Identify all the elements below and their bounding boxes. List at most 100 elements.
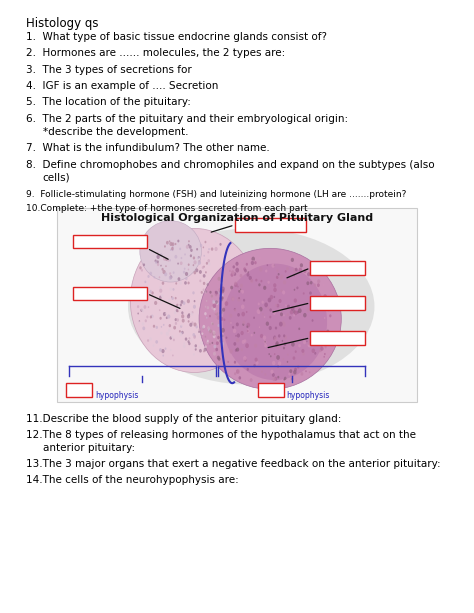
Circle shape <box>198 261 201 265</box>
Circle shape <box>220 310 223 314</box>
Circle shape <box>213 352 216 356</box>
Circle shape <box>233 265 235 268</box>
Circle shape <box>291 306 294 311</box>
Circle shape <box>230 286 233 289</box>
Circle shape <box>236 348 239 352</box>
FancyBboxPatch shape <box>310 296 365 310</box>
Circle shape <box>328 335 331 339</box>
Circle shape <box>143 292 146 295</box>
Circle shape <box>163 354 164 357</box>
Circle shape <box>323 294 327 299</box>
Circle shape <box>242 323 245 326</box>
Circle shape <box>205 306 206 308</box>
Circle shape <box>223 319 226 321</box>
Circle shape <box>137 305 139 308</box>
Circle shape <box>241 305 245 309</box>
Circle shape <box>157 252 158 254</box>
Circle shape <box>275 304 277 307</box>
Circle shape <box>215 291 218 294</box>
Circle shape <box>291 342 295 346</box>
Circle shape <box>188 342 191 345</box>
Circle shape <box>269 308 272 311</box>
Circle shape <box>209 329 211 332</box>
Circle shape <box>251 261 254 265</box>
Text: 6.  The 2 parts of the pituitary and their embryological origin:: 6. The 2 parts of the pituitary and thei… <box>26 114 348 124</box>
Text: 2.  Hormones are ...... molecules, the 2 types are:: 2. Hormones are ...... molecules, the 2 … <box>26 48 285 58</box>
Circle shape <box>283 322 286 327</box>
Circle shape <box>273 337 275 340</box>
Circle shape <box>266 264 268 266</box>
Circle shape <box>176 303 179 307</box>
Circle shape <box>232 326 234 329</box>
Circle shape <box>193 305 196 309</box>
Circle shape <box>244 269 247 272</box>
Circle shape <box>180 325 182 328</box>
Circle shape <box>179 248 181 250</box>
Text: 3.  The 3 types of secretions for: 3. The 3 types of secretions for <box>26 65 192 75</box>
Circle shape <box>198 330 200 333</box>
Circle shape <box>308 343 310 347</box>
Circle shape <box>207 326 210 330</box>
Circle shape <box>151 315 154 318</box>
Circle shape <box>138 321 140 323</box>
Circle shape <box>199 349 202 352</box>
Circle shape <box>162 281 164 285</box>
Circle shape <box>273 377 276 381</box>
Circle shape <box>212 332 216 336</box>
Circle shape <box>243 267 246 271</box>
Circle shape <box>236 370 239 373</box>
Circle shape <box>213 308 216 311</box>
Circle shape <box>276 341 279 345</box>
Circle shape <box>254 332 255 334</box>
Circle shape <box>319 305 323 310</box>
Circle shape <box>203 274 206 278</box>
Circle shape <box>236 322 239 326</box>
Circle shape <box>303 269 306 273</box>
Text: 1.  What type of basic tissue endocrine glands consist of?: 1. What type of basic tissue endocrine g… <box>26 32 327 42</box>
Circle shape <box>234 372 237 375</box>
Circle shape <box>220 317 223 321</box>
Circle shape <box>159 289 162 293</box>
Circle shape <box>193 322 197 327</box>
Circle shape <box>148 258 151 262</box>
Circle shape <box>259 267 263 272</box>
Circle shape <box>142 322 145 326</box>
Circle shape <box>208 329 210 332</box>
Circle shape <box>200 341 203 345</box>
Circle shape <box>213 330 215 333</box>
Text: 5.  The location of the pituitary:: 5. The location of the pituitary: <box>26 97 191 107</box>
FancyBboxPatch shape <box>73 235 147 248</box>
Circle shape <box>267 306 269 309</box>
Circle shape <box>264 316 265 318</box>
Circle shape <box>203 255 205 257</box>
Circle shape <box>234 308 236 311</box>
Circle shape <box>183 345 186 348</box>
Circle shape <box>264 341 266 343</box>
Circle shape <box>211 248 213 251</box>
FancyBboxPatch shape <box>258 383 284 397</box>
Circle shape <box>263 286 266 290</box>
Circle shape <box>173 338 175 341</box>
Circle shape <box>161 326 162 328</box>
Circle shape <box>219 292 221 295</box>
Circle shape <box>217 302 219 305</box>
Circle shape <box>177 310 179 312</box>
Circle shape <box>269 316 272 318</box>
Circle shape <box>204 241 206 243</box>
Circle shape <box>188 313 190 316</box>
Circle shape <box>232 272 235 275</box>
Circle shape <box>173 272 174 274</box>
Circle shape <box>220 297 223 302</box>
Circle shape <box>240 289 241 291</box>
Circle shape <box>159 268 161 271</box>
Circle shape <box>221 296 223 299</box>
Circle shape <box>218 324 220 327</box>
Circle shape <box>229 314 232 318</box>
Circle shape <box>263 335 266 340</box>
Circle shape <box>259 326 260 328</box>
Circle shape <box>234 360 236 364</box>
Circle shape <box>188 340 190 343</box>
Circle shape <box>201 332 203 335</box>
Circle shape <box>308 338 311 342</box>
Circle shape <box>161 247 163 249</box>
